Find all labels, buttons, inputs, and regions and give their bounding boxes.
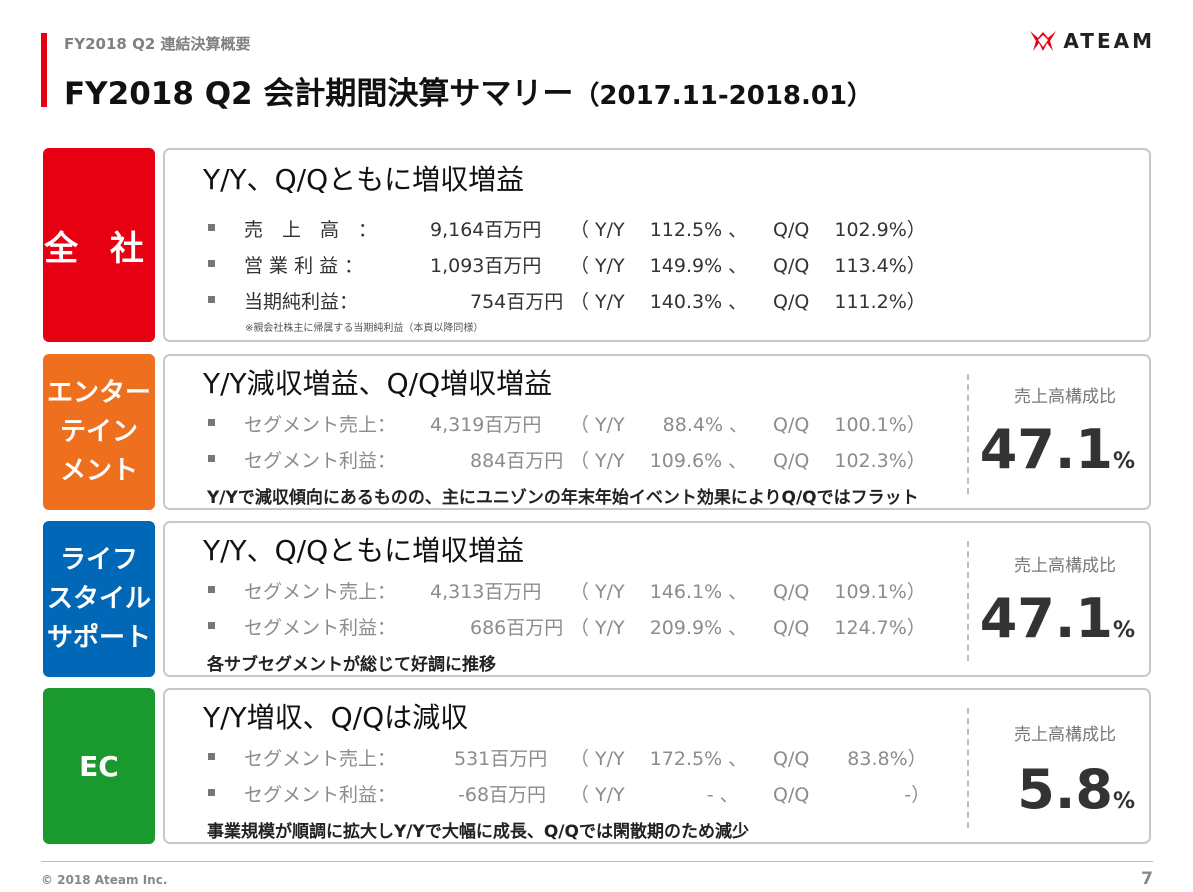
- row-name: セグメント売上：: [244, 414, 397, 436]
- row-qq: Q/Q 100.1%）: [773, 414, 926, 436]
- comment: 各サブセグメントが総じて好調に推移: [207, 655, 496, 675]
- row-yy: （ Y/Y 172.5% 、: [570, 748, 748, 770]
- bullet-icon: [208, 455, 215, 462]
- ratio-number: 47.1: [979, 587, 1113, 650]
- divider: [967, 374, 969, 494]
- row-yy: （ Y/Y 140.3% 、: [570, 291, 748, 313]
- ratio-number: 5.8: [1017, 758, 1113, 821]
- ratio-label: 売上高構成比: [1014, 725, 1116, 745]
- row-name: 営 業 利 益 ：: [244, 255, 364, 277]
- label-line: スタイル: [46, 583, 151, 614]
- row-yy: （ Y/Y - 、: [570, 784, 739, 806]
- bullet-icon: [208, 419, 215, 426]
- ratio-unit: %: [1112, 449, 1135, 474]
- headline: Y/Y減収増益、Q/Q増収増益: [203, 367, 553, 400]
- bullet-icon: [208, 260, 215, 267]
- comment: Y/Yで減収傾向にあるものの、主にユニゾンの年末年始イベント効果によりQ/Qでは…: [207, 488, 919, 508]
- bullet-icon: [208, 586, 215, 593]
- label-lifestyle-support: ライフ スタイル サポート: [43, 521, 155, 677]
- label-line: メント: [59, 455, 138, 486]
- ratio-unit: %: [1112, 618, 1135, 643]
- bullet-icon: [208, 753, 215, 760]
- row-amount: 1,093百万円: [430, 255, 542, 277]
- bullet-icon: [208, 224, 215, 231]
- row-amount: 754百万円: [470, 291, 564, 313]
- slide-title: FY2018 Q2 会計期間決算サマリー（2017.11-2018.01）: [64, 68, 873, 113]
- bullet-icon: [208, 622, 215, 629]
- divider: [967, 541, 969, 661]
- title-accent-bar: [41, 33, 47, 107]
- label-line: テイン: [59, 416, 138, 447]
- row-name: 当期純利益：: [244, 291, 359, 313]
- row-yy: （ Y/Y 149.9% 、: [570, 255, 748, 277]
- label-text: 全 社: [44, 228, 154, 269]
- slide-subtitle: FY2018 Q2 連結決算概要: [64, 35, 251, 53]
- row-qq: Q/Q 102.3%）: [773, 450, 926, 472]
- row-amount: 4,313百万円: [430, 581, 542, 603]
- row-qq: Q/Q 109.1%）: [773, 581, 926, 603]
- headline: Y/Y増収、Q/Qは減収: [203, 701, 469, 734]
- copyright: © 2018 Ateam Inc.: [41, 873, 168, 887]
- row-qq: Q/Q 113.4%）: [773, 255, 926, 277]
- row-name: セグメント利益：: [244, 450, 397, 472]
- logo-text: ATEAM: [1063, 29, 1155, 53]
- page-number: 7: [1141, 869, 1153, 889]
- footer-divider: [41, 861, 1153, 862]
- row-qq: Q/Q 124.7%）: [773, 617, 926, 639]
- row-yy: （ Y/Y 88.4% 、: [570, 414, 749, 436]
- ratio-value: 47.1%: [980, 418, 1135, 481]
- ratio-value: 5.8%: [1017, 758, 1135, 821]
- row-name: 売 上 高 ：: [244, 219, 378, 241]
- row-amount: 686百万円: [470, 617, 564, 639]
- row-amount: -68百万円: [458, 784, 547, 806]
- title-period: （2017.11-2018.01）: [573, 81, 874, 111]
- label-line: ライフ: [59, 544, 138, 575]
- divider: [967, 708, 969, 828]
- row-yy: （ Y/Y 146.1% 、: [570, 581, 748, 603]
- row-yy: （ Y/Y 112.5% 、: [570, 219, 748, 241]
- row-yy: （ Y/Y 109.6% 、: [570, 450, 748, 472]
- panel-ec: Y/Y増収、Q/Qは減収 セグメント売上： 531百万円 （ Y/Y 172.5…: [163, 688, 1151, 844]
- row-amount: 4,319百万円: [430, 414, 542, 436]
- ratio-number: 47.1: [979, 418, 1113, 481]
- row-amount: 531百万円: [454, 748, 548, 770]
- row-qq: Q/Q 102.9%）: [773, 219, 926, 241]
- panel-lifestyle-support: Y/Y、Q/Qともに増収増益 セグメント売上： 4,313百万円 （ Y/Y 1…: [163, 521, 1151, 677]
- row-qq: Q/Q 111.2%）: [773, 291, 926, 313]
- comment: 事業規模が順調に拡大しY/Yで大幅に成長、Q/Qでは閑散期のため減少: [207, 822, 749, 842]
- label-line: サポート: [46, 622, 151, 653]
- headline: Y/Y、Q/Qともに増収増益: [203, 534, 525, 567]
- ratio-label: 売上高構成比: [1014, 387, 1116, 407]
- footnote: ※親会社株主に帰属する当期純利益（本頁以降同様）: [245, 323, 484, 334]
- row-amount: 884百万円: [470, 450, 564, 472]
- ateam-logo: ATEAM: [1029, 29, 1155, 53]
- label-company-wide: 全 社: [43, 148, 155, 342]
- panel-company-wide: Y/Y、Q/Qともに増収増益 売 上 高 ： 9,164百万円 （ Y/Y 11…: [163, 148, 1151, 342]
- row-qq: Q/Q -）: [773, 784, 931, 806]
- ratio-unit: %: [1112, 789, 1135, 814]
- label-text: EC: [79, 749, 119, 783]
- bullet-icon: [208, 296, 215, 303]
- bullet-icon: [208, 789, 215, 796]
- row-yy: （ Y/Y 209.9% 、: [570, 617, 748, 639]
- logo-mark-icon: [1030, 31, 1057, 51]
- label-ec: EC: [43, 688, 155, 844]
- row-name: セグメント売上：: [244, 581, 397, 603]
- ratio-label: 売上高構成比: [1014, 556, 1116, 576]
- row-qq: Q/Q 83.8%）: [773, 748, 927, 770]
- row-name: セグメント売上：: [244, 748, 397, 770]
- label-line: エンター: [46, 377, 151, 408]
- headline: Y/Y、Q/Qともに増収増益: [203, 163, 525, 196]
- panel-entertainment: Y/Y減収増益、Q/Q増収増益 セグメント売上： 4,319百万円 （ Y/Y …: [163, 354, 1151, 510]
- ratio-value: 47.1%: [980, 587, 1135, 650]
- row-amount: 9,164百万円: [430, 219, 542, 241]
- row-name: セグメント利益：: [244, 784, 397, 806]
- row-name: セグメント利益：: [244, 617, 397, 639]
- label-entertainment: エンター テイン メント: [43, 354, 155, 510]
- title-text: FY2018 Q2 会計期間決算サマリー: [64, 76, 574, 112]
